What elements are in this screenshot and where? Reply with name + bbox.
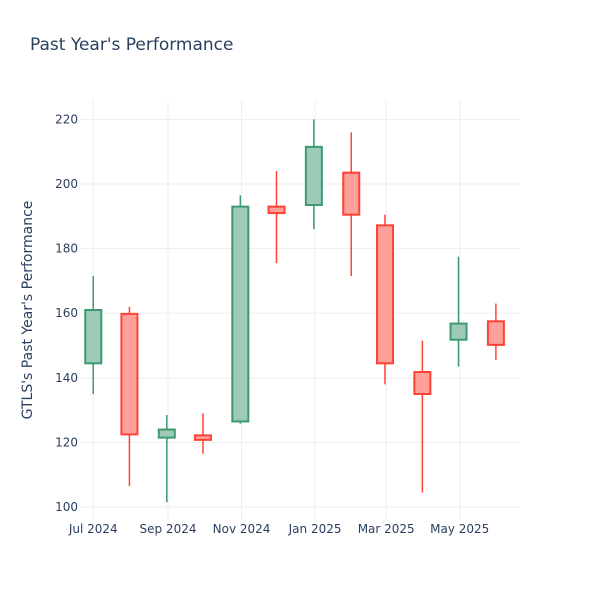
candle-body: [413, 371, 432, 395]
candle-decreasing: [120, 306, 139, 487]
x-tick-label: Jul 2024: [68, 522, 118, 536]
candle-decreasing: [267, 171, 286, 264]
candle-body: [193, 434, 212, 441]
candle-decreasing: [413, 340, 432, 493]
candle-body: [157, 428, 176, 439]
candle-body: [449, 322, 468, 341]
y-tick-label: 140: [55, 371, 78, 385]
y-tick-label: 220: [55, 112, 78, 126]
chart-title: Past Year's Performance: [30, 35, 234, 55]
candle-increasing: [231, 195, 250, 424]
candle-body: [84, 309, 103, 365]
y-tick-label: 100: [55, 500, 78, 514]
candle-decreasing: [342, 132, 361, 277]
candle-body: [120, 312, 139, 436]
candle-decreasing: [193, 413, 212, 454]
x-tick-label: Sep 2024: [140, 522, 197, 536]
candle-body: [304, 145, 323, 207]
grid: [80, 100, 520, 520]
y-axis-label: GTLS's Past Year's Performance: [20, 201, 36, 420]
y-tick-label: 120: [55, 435, 78, 449]
x-axis-ticks: Jul 2024 Sep 2024 Nov 2024 Jan 2025 Mar 2025…: [68, 522, 489, 536]
candle-body: [375, 224, 394, 365]
y-axis-ticks: 100 120 140 160 180 200 220: [55, 112, 78, 514]
x-tick-label: Jan 2025: [288, 522, 342, 536]
candle-increasing: [304, 119, 323, 230]
x-tick-label: May 2025: [430, 522, 489, 536]
candle-body: [342, 171, 361, 216]
candle-increasing: [449, 256, 468, 367]
candle-body: [231, 205, 250, 423]
x-tick-label: Mar 2025: [358, 522, 415, 536]
y-tick-label: 200: [55, 177, 78, 191]
candle-decreasing: [486, 303, 505, 361]
y-tick-label: 160: [55, 306, 78, 320]
y-tick-label: 180: [55, 242, 78, 256]
x-tick-label: Nov 2024: [213, 522, 271, 536]
candle-increasing: [84, 276, 103, 394]
candles: [84, 119, 505, 503]
candle-increasing: [157, 415, 176, 503]
candle-body: [486, 320, 505, 346]
candle-decreasing: [375, 214, 394, 385]
candle-body: [267, 205, 286, 215]
